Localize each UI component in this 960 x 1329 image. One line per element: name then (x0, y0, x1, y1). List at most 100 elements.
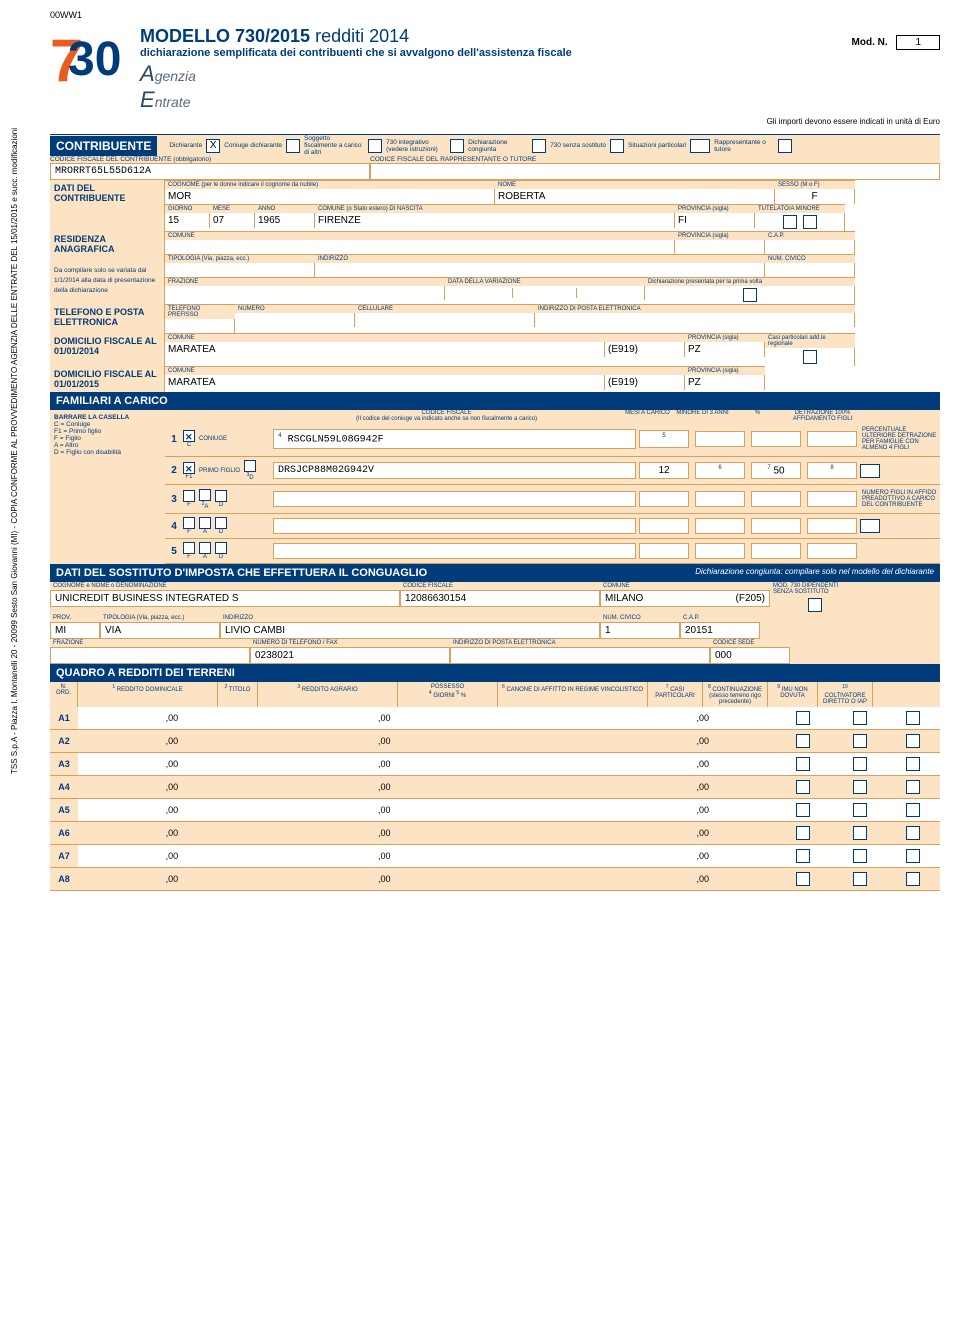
qa-A6-colt[interactable] (906, 826, 920, 840)
fam4-f-check[interactable] (183, 517, 195, 529)
prov-nascita-value[interactable]: FI (675, 213, 755, 228)
dom14-comune[interactable]: MARATEA (168, 344, 216, 355)
comune-nascita-value[interactable]: FIRENZE (315, 213, 675, 228)
res-frazione-value[interactable] (165, 286, 445, 300)
qa-A1-agrario[interactable]: ,00 (290, 709, 396, 727)
qa-A6-perc[interactable] (503, 829, 609, 837)
sost-civico[interactable]: 1 (600, 622, 680, 639)
fam5-f-check[interactable] (183, 542, 195, 554)
qa-A4-cont[interactable] (796, 780, 810, 794)
qa-A1-giorni[interactable] (397, 714, 503, 722)
qa-A3-canone[interactable]: ,00 (609, 755, 715, 773)
qa-A8-titolo[interactable] (184, 875, 290, 883)
fam3-d-check[interactable] (215, 490, 227, 502)
res-civico-value[interactable] (765, 263, 855, 277)
qa-A5-imu[interactable] (853, 803, 867, 817)
qa-A1-canone[interactable]: ,00 (609, 709, 715, 727)
fam2-perc[interactable]: 50 (774, 465, 785, 476)
sost-tel[interactable]: 0238021 (250, 647, 450, 664)
qa-A6-dominicale[interactable]: ,00 (78, 824, 184, 842)
sost-prov[interactable]: MI (50, 622, 100, 639)
senza-check[interactable] (610, 139, 624, 153)
res-tipologia-value[interactable] (165, 263, 315, 277)
qa-A3-imu[interactable] (853, 757, 867, 771)
dom14-prov[interactable]: PZ (685, 342, 765, 357)
cf-rappr-value[interactable] (370, 163, 940, 180)
situaz-check[interactable] (690, 139, 710, 153)
qa-A6-titolo[interactable] (184, 829, 290, 837)
qa-A3-cont[interactable] (796, 757, 810, 771)
fam2-mesi[interactable]: 12 (639, 462, 689, 479)
numfigli-input[interactable] (860, 519, 880, 533)
fam1-c-check[interactable] (183, 430, 195, 442)
qa-A8-imu[interactable] (853, 872, 867, 886)
sost-cognome[interactable]: UNICREDIT BUSINESS INTEGRATED S (50, 590, 400, 607)
email[interactable] (535, 313, 855, 327)
qa-A1-imu[interactable] (853, 711, 867, 725)
qa-A8-colt[interactable] (906, 872, 920, 886)
giorno-value[interactable]: 15 (165, 213, 210, 228)
rappr-check[interactable] (778, 139, 792, 153)
qa-A5-canone[interactable]: ,00 (609, 801, 715, 819)
qa-A3-agrario[interactable]: ,00 (290, 755, 396, 773)
sost-tipologia[interactable]: VIA (100, 622, 220, 639)
qa-A5-agrario[interactable]: ,00 (290, 801, 396, 819)
qa-A3-dominicale[interactable]: ,00 (78, 755, 184, 773)
qa-A4-titolo[interactable] (184, 783, 290, 791)
fam5-d-check[interactable] (215, 542, 227, 554)
qa-A1-cont[interactable] (796, 711, 810, 725)
qa-A8-agrario[interactable]: ,00 (290, 870, 396, 888)
casi-check[interactable] (803, 350, 817, 364)
qa-A7-perc[interactable] (503, 852, 609, 860)
qa-A2-cont[interactable] (796, 734, 810, 748)
fam4-a-check[interactable] (199, 517, 211, 529)
fam5-a-check[interactable] (199, 542, 211, 554)
qa-A7-dominicale[interactable]: ,00 (78, 847, 184, 865)
sost-frazione[interactable] (50, 647, 250, 664)
sesso-value[interactable]: F (775, 189, 855, 204)
perc-ult-input[interactable] (860, 464, 880, 478)
sost-cap[interactable]: 20151 (680, 622, 760, 639)
var-mese[interactable] (513, 288, 578, 298)
qa-A6-giorni[interactable] (397, 829, 503, 837)
qa-A4-giorni[interactable] (397, 783, 503, 791)
fam5-cf[interactable] (273, 543, 636, 559)
qa-A5-dominicale[interactable]: ,00 (78, 801, 184, 819)
fam4-d-check[interactable] (215, 517, 227, 529)
qa-A2-colt[interactable] (906, 734, 920, 748)
qa-A7-agrario[interactable]: ,00 (290, 847, 396, 865)
qa-A2-titolo[interactable] (184, 737, 290, 745)
dom15-comune[interactable]: MARATEA (168, 377, 216, 388)
nome-value[interactable]: ROBERTA (495, 189, 775, 204)
sost-sede[interactable]: 000 (710, 647, 790, 664)
sogfisc-check[interactable] (368, 139, 382, 153)
integr-check[interactable] (450, 139, 464, 153)
mese-value[interactable]: 07 (210, 213, 255, 228)
qa-A8-cont[interactable] (796, 872, 810, 886)
res-indirizzo-value[interactable] (315, 263, 765, 277)
qa-A3-colt[interactable] (906, 757, 920, 771)
qa-A5-perc[interactable] (503, 806, 609, 814)
qa-A3-perc[interactable] (503, 760, 609, 768)
qa-A2-giorni[interactable] (397, 737, 503, 745)
qa-A7-cont[interactable] (796, 849, 810, 863)
qa-A5-giorni[interactable] (397, 806, 503, 814)
sost-indirizzo[interactable]: LIVIO CAMBI (220, 622, 600, 639)
qa-A8-canone[interactable]: ,00 (609, 870, 715, 888)
fam2-d-check[interactable] (244, 460, 256, 472)
sost-email[interactable] (450, 647, 710, 664)
fam1-cf[interactable]: RSCGLN59L08G942F (288, 435, 384, 446)
fam4-cf[interactable] (273, 518, 636, 534)
fam2-cf[interactable]: DRSJCP88M02G942V (273, 462, 636, 479)
qa-A3-giorni[interactable] (397, 760, 503, 768)
qa-A7-imu[interactable] (853, 849, 867, 863)
qa-A2-agrario[interactable]: ,00 (290, 732, 396, 750)
sost-comune[interactable]: MILANO (605, 593, 643, 604)
qa-A7-colt[interactable] (906, 849, 920, 863)
qa-A1-titolo[interactable] (184, 714, 290, 722)
fam3-a-check[interactable] (199, 489, 211, 501)
qa-A8-perc[interactable] (503, 875, 609, 883)
tutelato-check[interactable] (783, 215, 797, 229)
qa-A6-canone[interactable]: ,00 (609, 824, 715, 842)
qa-A4-canone[interactable]: ,00 (609, 778, 715, 796)
